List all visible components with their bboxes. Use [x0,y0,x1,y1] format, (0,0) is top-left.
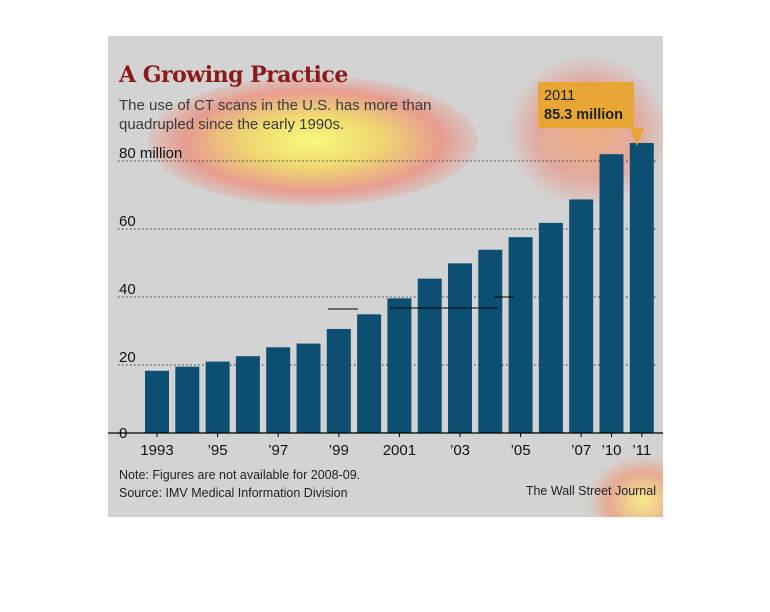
bar-2002 [417,278,442,433]
bar-2003 [448,263,472,433]
bars [145,142,654,433]
bar-2007 [569,199,594,433]
bar-2004 [478,249,503,433]
x-tick-label: ’05 [511,442,531,459]
x-tick-label: ’11 [632,442,651,459]
x-tick-label: ’99 [329,442,349,459]
bar-2000 [357,314,382,433]
bar-1997 [266,347,291,433]
bar-2005 [508,237,533,433]
chart-panel: 020406080 million 1993’95’97’992001’03’0… [108,36,663,517]
bar-2011 [629,142,654,433]
y-tick-label: 60 [119,213,136,230]
x-tick-label: ’97 [268,442,288,459]
callout-value: 85.3 million [544,107,623,123]
y-tick-label: 20 [119,349,136,366]
callout-pointer [630,128,644,146]
x-tick-label: ’07 [571,442,591,459]
bar-2001 [387,298,412,433]
note-text: Note: Figures are not available for 2008… [119,468,361,482]
x-tick-label: ’10 [601,442,621,459]
bar-1996 [235,356,260,433]
source-text: Source: IMV Medical Information Division [119,486,348,500]
y-tick-label: 80 million [119,145,182,162]
chart-title: A Growing Practice [119,62,348,88]
bar-1995 [205,361,230,433]
y-axis-labels: 020406080 million [119,145,182,442]
highlight-callout: 2011 85.3 million [538,82,634,128]
bar-1999 [326,328,351,433]
footnote: Note: Figures are not available for 2008… [119,466,360,502]
x-tick-label: ’95 [208,442,228,459]
bar-1993 [145,370,169,433]
x-axis-labels: 1993 ’95 ’97 ’99 2001 ’03 ’05 ’07 ’10 ’11 [140,433,651,459]
bar-2010 [599,154,624,433]
bar-2006 [538,222,563,433]
callout-year: 2011 [544,88,576,104]
x-tick-label: 2001 [383,442,416,459]
x-tick-label: ’03 [450,442,470,459]
bar-chart: 020406080 million 1993’95’97’992001’03’0… [108,142,663,459]
chart-subtitle: The use of CT scans in the U.S. has more… [119,97,432,133]
y-tick-label: 40 [119,281,136,298]
bar-1998 [296,343,321,433]
publisher-credit: The Wall Street Journal [525,484,656,498]
bar-1994 [175,366,200,433]
x-tick-label: 1993 [140,442,173,459]
